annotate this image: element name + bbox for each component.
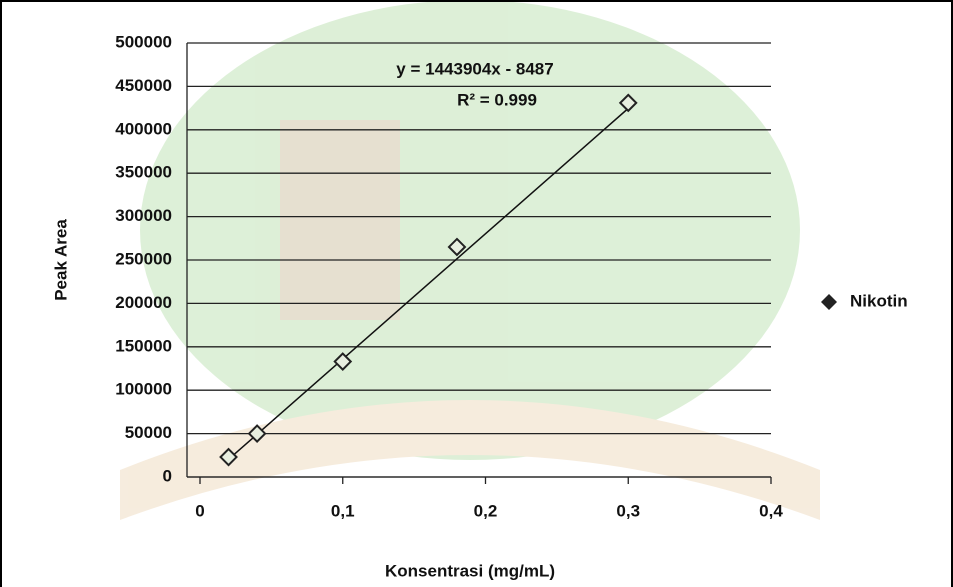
x-tick-label: 0,2 xyxy=(474,501,498,520)
y-tick-label: 0 xyxy=(163,466,172,485)
x-axis-label: Konsentrasi (mg/mL) xyxy=(385,561,555,580)
y-tick-label: 400000 xyxy=(115,119,172,138)
trendline-equation: y = 1443904x - 8487 xyxy=(396,59,553,78)
data-point xyxy=(219,447,238,467)
y-tick-label: 350000 xyxy=(115,163,172,182)
x-tick-label: 0,1 xyxy=(331,501,355,520)
data-point xyxy=(447,237,467,257)
y-tick-label: 100000 xyxy=(115,380,172,399)
y-tick-label: 450000 xyxy=(115,76,172,95)
y-tick-label: 500000 xyxy=(115,32,172,51)
x-tick-label: 0,3 xyxy=(616,501,640,520)
y-tick-label: 50000 xyxy=(125,423,172,442)
x-tick-label: 0 xyxy=(195,501,204,520)
data-point xyxy=(618,93,638,113)
background-watermark xyxy=(120,0,820,520)
y-tick-label: 150000 xyxy=(115,336,172,355)
data-point xyxy=(333,352,353,371)
y-tick-label: 250000 xyxy=(115,249,172,268)
data-point xyxy=(247,424,267,444)
y-axis-label: Peak Area xyxy=(51,219,70,301)
trendline-r2: R² = 0.999 xyxy=(457,90,537,109)
y-tick-label: 300000 xyxy=(115,206,172,225)
x-tick-label: 0,4 xyxy=(759,501,783,520)
legend-marker xyxy=(821,294,837,310)
trendline xyxy=(228,107,629,460)
legend-label: Nikotin xyxy=(850,291,908,310)
y-tick-label: 200000 xyxy=(115,293,172,312)
